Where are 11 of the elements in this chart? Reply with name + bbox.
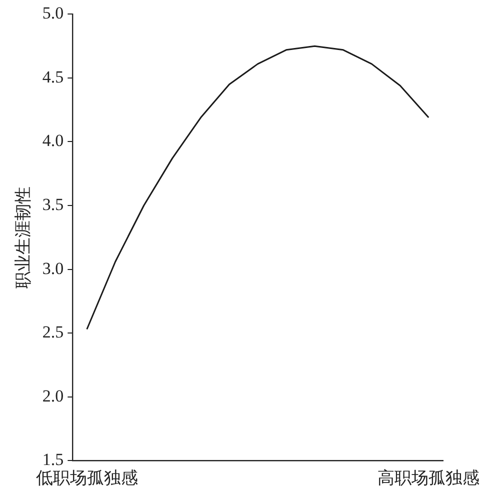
y-tick-label: 2.5 [42,322,64,342]
y-tick-label: 4.5 [42,67,64,86]
y-tick-label: 2.0 [42,386,64,406]
y-tick-label: 4.0 [42,131,64,150]
y-tick-label: 1.5 [42,450,64,470]
x-tick-label: 高职场孤独感 [378,468,480,488]
x-tick-label: 低职场孤独感 [36,468,138,488]
y-axis-title: 职业生涯韧性 [14,186,33,288]
y-tick-label: 3.0 [42,258,64,278]
y-tick-label: 3.5 [42,194,64,214]
y-tick-label: 5.0 [42,4,64,23]
